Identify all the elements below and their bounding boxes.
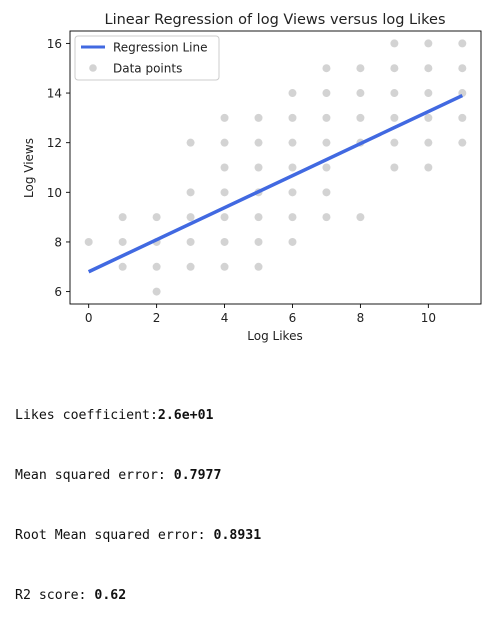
data-point [288, 138, 297, 147]
data-point [254, 237, 263, 246]
data-point [356, 64, 365, 73]
data-point [322, 213, 331, 222]
data-point [390, 64, 399, 73]
x-tick-label: 10 [421, 311, 436, 325]
stat-label: Mean squared error: [15, 468, 174, 483]
x-tick-label: 6 [289, 311, 297, 325]
data-point [356, 213, 365, 222]
data-point [390, 39, 399, 48]
data-point [424, 39, 433, 48]
y-axis-label: Log Views [22, 138, 36, 198]
stat-value: 0.7977 [173, 468, 222, 483]
data-point [390, 89, 399, 98]
stat-value: 2.6e+01 [157, 408, 214, 423]
data-point [186, 262, 195, 271]
data-point [458, 113, 467, 122]
data-point [152, 262, 161, 271]
y-tick-label: 16 [47, 37, 62, 51]
stats-output: Likes coefficient:2.6e+01 Mean squared e… [15, 366, 261, 626]
data-point [220, 262, 229, 271]
plot-area [84, 39, 467, 296]
data-point [220, 163, 229, 172]
data-point [84, 237, 93, 246]
data-point [424, 113, 433, 122]
data-point [254, 113, 263, 122]
data-point [152, 287, 161, 296]
data-point [288, 113, 297, 122]
x-tick-label: 2 [153, 311, 161, 325]
data-point [322, 163, 331, 172]
legend-label-regression: Regression Line [113, 41, 207, 55]
data-point [424, 89, 433, 98]
data-point [118, 262, 127, 271]
data-point [186, 188, 195, 197]
data-point [356, 113, 365, 122]
x-tick-label: 4 [221, 311, 229, 325]
stat-value: 0.62 [94, 588, 127, 603]
data-point [424, 64, 433, 73]
data-point [322, 89, 331, 98]
data-point [220, 138, 229, 147]
x-tick-label: 0 [85, 311, 93, 325]
data-point [288, 237, 297, 246]
data-point [288, 89, 297, 98]
data-point [254, 163, 263, 172]
y-tick-label: 12 [47, 136, 62, 150]
x-axis-label: Log Likes [247, 329, 302, 343]
data-point [152, 213, 161, 222]
stat-likes-coefficient: Likes coefficient:2.6e+01 [15, 406, 261, 426]
regression-line [87, 93, 464, 274]
data-point [424, 138, 433, 147]
data-point [254, 213, 263, 222]
stat-mean-squared-error: Mean squared error: 0.7977 [15, 466, 261, 486]
y-tick-label: 8 [54, 235, 62, 249]
data-point [390, 138, 399, 147]
data-point [220, 213, 229, 222]
legend: Regression Line Data points [74, 35, 220, 81]
axes: 0 2 4 6 8 10 6 8 10 12 14 16 [47, 37, 436, 325]
data-point [118, 237, 127, 246]
data-point [186, 138, 195, 147]
data-point [288, 213, 297, 222]
data-point [322, 113, 331, 122]
stat-label: Root Mean squared error: [15, 528, 214, 543]
data-point [220, 113, 229, 122]
data-point [424, 163, 433, 172]
stat-label: R2 score: [15, 588, 95, 603]
data-point [458, 39, 467, 48]
data-point [390, 163, 399, 172]
stat-r2-score: R2 score: 0.62 [15, 586, 261, 606]
data-point [288, 188, 297, 197]
data-point [322, 188, 331, 197]
data-point [254, 138, 263, 147]
data-point [458, 64, 467, 73]
data-point [220, 237, 229, 246]
data-point [254, 262, 263, 271]
legend-dot-swatch [89, 64, 97, 72]
data-point [186, 237, 195, 246]
data-point [356, 89, 365, 98]
data-point [322, 138, 331, 147]
y-tick-label: 14 [47, 87, 62, 101]
regression-chart: Linear Regression of log Views versus lo… [22, 12, 482, 343]
data-point [220, 188, 229, 197]
plot-frame [69, 30, 482, 305]
chart-title: Linear Regression of log Views versus lo… [104, 12, 445, 28]
stat-root-mean-squared-error: Root Mean squared error: 0.8931 [15, 526, 261, 546]
data-point [458, 138, 467, 147]
legend-box [74, 35, 220, 81]
data-point [288, 163, 297, 172]
data-point [390, 113, 399, 122]
data-point [186, 213, 195, 222]
x-tick-label: 8 [357, 311, 365, 325]
legend-label-datapoints: Data points [113, 62, 182, 76]
stat-value: 0.8931 [213, 528, 262, 543]
stat-label: Likes coefficient: [15, 408, 158, 423]
y-tick-label: 6 [54, 285, 62, 299]
data-point [322, 64, 331, 73]
data-point [118, 213, 127, 222]
y-tick-label: 10 [47, 186, 62, 200]
